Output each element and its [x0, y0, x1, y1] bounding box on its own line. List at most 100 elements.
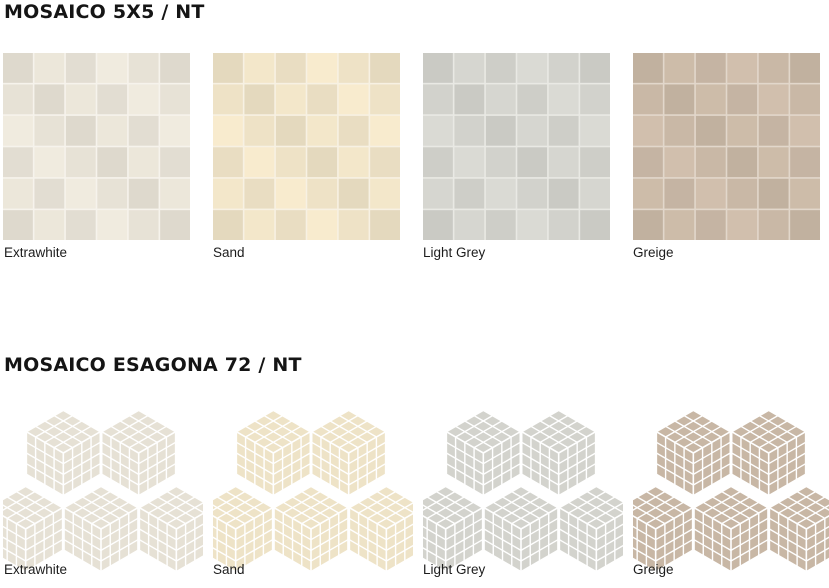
mosaic-chip [548, 115, 579, 146]
hex-stripe [769, 517, 807, 541]
mosaic-chip [790, 53, 820, 83]
mosaic-chip [34, 147, 65, 178]
hex-outline [138, 485, 203, 573]
mosaic-chip [65, 115, 96, 146]
hex-stripe [3, 525, 27, 541]
hex-stripe [693, 528, 732, 551]
mosaic-chip [423, 84, 453, 115]
swatch-5x5-greige[interactable] [633, 53, 820, 240]
mosaic-chip [128, 115, 159, 146]
hex-stripe [521, 463, 560, 486]
mosaic-chip [727, 115, 758, 146]
hex-stripe [213, 547, 237, 562]
swatch-5x5-light-grey[interactable] [423, 53, 610, 240]
mosaic-chip [695, 115, 726, 146]
mosaic-chip [213, 178, 243, 209]
hex-stripe [633, 536, 657, 551]
hex-stripe [568, 491, 606, 514]
hex-tile [100, 409, 177, 497]
hex-stripe [349, 539, 387, 562]
mosaic-chip [213, 210, 243, 240]
mosaic-chip [517, 178, 548, 209]
hex-stripe [376, 502, 413, 525]
swatch-label: Greige [633, 245, 674, 260]
mosaic-chip [633, 178, 663, 209]
hex-tile [273, 485, 349, 573]
swatch-5x5-sand[interactable] [213, 53, 400, 240]
mosaic-chip [633, 147, 663, 178]
swatch-label: Light Grey [423, 245, 486, 260]
mosaic-chip [34, 178, 65, 209]
hex-stripe [521, 452, 560, 475]
hex-stripe [263, 425, 302, 449]
hex-stripe [139, 528, 177, 551]
mosaic-chip [633, 84, 663, 115]
hex-stripe [273, 517, 312, 541]
hex-tile [423, 485, 484, 573]
hex-stripe [339, 425, 377, 449]
mosaic-chip [3, 147, 33, 178]
mosaic-grid [213, 53, 400, 240]
hexagon-mosaic [3, 409, 203, 573]
hex-stripe [292, 496, 330, 519]
hex-stripe [749, 420, 788, 443]
swatch-esagona-extrawhite[interactable] [3, 406, 203, 578]
mosaic-chip [307, 84, 338, 115]
mosaic-chip [517, 84, 548, 115]
mosaic-chip [580, 53, 610, 83]
hex-stripe [110, 415, 149, 438]
hex-stripe [44, 420, 83, 443]
mosaic-chip [758, 84, 789, 115]
mosaic-chip [65, 178, 96, 209]
swatch-esagona-greige[interactable] [633, 406, 829, 578]
mosaic-chip [307, 147, 338, 178]
hex-stripe [445, 452, 484, 475]
hex-stripe [655, 463, 694, 486]
hex-stripe [436, 501, 474, 525]
hex-stripe [82, 496, 120, 519]
hex-stripe [646, 501, 684, 525]
mosaic-chip [580, 147, 610, 178]
hex-stripe [148, 491, 186, 514]
swatch-5x5-extrawhite[interactable] [3, 53, 190, 240]
mosaic-chip [275, 84, 306, 115]
hex-tile [213, 485, 274, 573]
hex-tile [655, 409, 732, 497]
mosaic-chip [338, 147, 369, 178]
hex-stripe [445, 463, 484, 486]
mosaic-chip [160, 53, 190, 83]
hex-stripe [712, 496, 750, 519]
mosaic-chip [128, 84, 159, 115]
hex-tile [558, 485, 623, 573]
mosaic-chip [454, 178, 485, 209]
mosaic-chip [213, 147, 243, 178]
hex-outline [633, 485, 694, 573]
mosaic-chip [790, 178, 820, 209]
mosaic-chip [695, 178, 726, 209]
mosaic-chip [128, 178, 159, 209]
hex-tile [63, 485, 139, 573]
hex-stripe [559, 539, 597, 562]
hex-stripe [423, 536, 447, 551]
hex-stripe [139, 539, 177, 562]
mosaic-chip [454, 84, 485, 115]
hex-stripe [586, 502, 623, 525]
mosaic-chip [548, 178, 579, 209]
mosaic-chip [423, 53, 453, 83]
mosaic-chip [727, 147, 758, 178]
hex-tile [138, 485, 203, 573]
hex-stripe [139, 517, 177, 541]
mosaic-chip [244, 84, 275, 115]
swatch-esagona-light-grey[interactable] [423, 406, 623, 578]
hex-stripe [25, 463, 64, 486]
hex-stripe [166, 502, 203, 525]
mosaic-chip [548, 147, 579, 178]
mosaic-chip [695, 84, 726, 115]
hex-stripe [216, 496, 255, 519]
mosaic-chip [548, 84, 579, 115]
mosaic-chip [338, 53, 369, 83]
mosaic-chip [275, 115, 306, 146]
mosaic-chip [160, 178, 190, 209]
swatch-label: Sand [213, 562, 245, 577]
swatch-esagona-sand[interactable] [213, 406, 413, 578]
